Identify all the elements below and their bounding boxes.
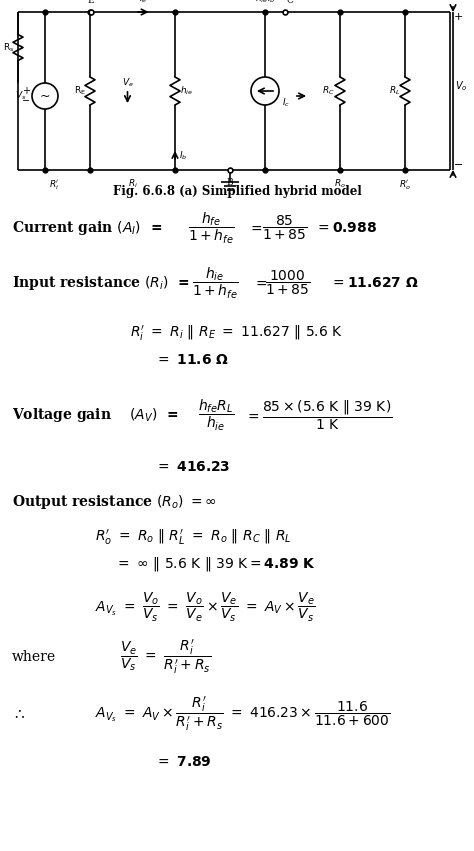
Text: $= \mathbf{11.627\ \Omega}$: $= \mathbf{11.627\ \Omega}$ <box>330 276 419 290</box>
Text: Voltage gain    $(A_V)$  =: Voltage gain $(A_V)$ = <box>12 406 179 424</box>
Text: $\mathsf{R_s}$: $\mathsf{R_s}$ <box>3 41 14 54</box>
Text: −: − <box>22 96 30 106</box>
Text: $R_o'$: $R_o'$ <box>399 178 411 191</box>
Text: $A_{V_s} \ = \ A_V \times \dfrac{R_i'}{R_i'+R_s} \ = \ 416.23 \times \dfrac{11.6: $A_{V_s} \ = \ A_V \times \dfrac{R_i'}{R… <box>95 694 391 734</box>
Text: $V_e$: $V_e$ <box>122 77 133 89</box>
Text: $= \ \mathbf{416.23}$: $= \ \mathbf{416.23}$ <box>155 460 230 474</box>
Text: $I_b$: $I_b$ <box>179 150 187 163</box>
Text: −: − <box>454 160 464 170</box>
Text: B: B <box>227 178 233 187</box>
Text: +: + <box>454 12 464 22</box>
Text: $R_i'$: $R_i'$ <box>49 178 59 191</box>
Text: $R_C$: $R_C$ <box>322 85 335 97</box>
Text: $\mathsf{R_E}$: $\mathsf{R_E}$ <box>74 85 86 97</box>
Text: $\dfrac{h_{fe}R_L}{h_{ie}}$: $\dfrac{h_{fe}R_L}{h_{ie}}$ <box>198 397 234 432</box>
Text: $R_o' \ = \ R_o \ \| \ R_L' \ = \ R_o \ \| \ R_C \ \| \ R_L$: $R_o' \ = \ R_o \ \| \ R_L' \ = \ R_o \ … <box>95 528 292 546</box>
Text: $= \ \mathbf{11.6 \ \Omega}$: $= \ \mathbf{11.6 \ \Omega}$ <box>155 353 228 367</box>
Text: Fig. 6.6.8 (a) Simplified hybrid model: Fig. 6.6.8 (a) Simplified hybrid model <box>113 186 361 198</box>
Text: $\dfrac{h_{fe}}{1+h_{fe}}$: $\dfrac{h_{fe}}{1+h_{fe}}$ <box>188 210 235 246</box>
Text: $= \dfrac{85\times(5.6\ \mathrm{K}\ \|\ 39\ \mathrm{K})}{1\ \mathrm{K}}$: $= \dfrac{85\times(5.6\ \mathrm{K}\ \|\ … <box>245 398 392 431</box>
Text: Current gain $(A_I)$  =: Current gain $(A_I)$ = <box>12 219 162 237</box>
Text: $\dfrac{85}{1+85}$: $\dfrac{85}{1+85}$ <box>262 214 308 243</box>
Text: where: where <box>12 650 56 664</box>
Text: $R_i$: $R_i$ <box>128 178 137 191</box>
Text: $\dfrac{V_e}{V_s} \ = \ \dfrac{R_i'}{R_i' + R_s}$: $\dfrac{V_e}{V_s} \ = \ \dfrac{R_i'}{R_i… <box>120 637 211 677</box>
Text: $= \mathbf{0.988}$: $= \mathbf{0.988}$ <box>315 221 377 235</box>
Text: $= \ \infty \ \| \ 5.6\ \mathrm{K} \ \| \ 39\ \mathrm{K} = \mathbf{4.89\ K}$: $= \ \infty \ \| \ 5.6\ \mathrm{K} \ \| … <box>115 555 316 573</box>
Text: $R_L$: $R_L$ <box>389 85 400 97</box>
Text: Input resistance $(R_i)$  =: Input resistance $(R_i)$ = <box>12 274 190 292</box>
Text: $= \ \mathbf{7.89}$: $= \ \mathbf{7.89}$ <box>155 755 211 769</box>
Text: E: E <box>88 0 94 5</box>
Text: $\dfrac{1000}{1+85}$: $\dfrac{1000}{1+85}$ <box>265 269 310 297</box>
Text: $V_o$: $V_o$ <box>455 79 467 93</box>
Text: ~: ~ <box>40 89 50 102</box>
Text: $R_o$: $R_o$ <box>334 178 346 191</box>
Text: +: + <box>22 86 30 96</box>
Text: $V_s$: $V_s$ <box>15 89 26 102</box>
Text: $\therefore$: $\therefore$ <box>12 707 26 721</box>
Text: $=$: $=$ <box>248 221 263 235</box>
Text: $A_{V_s} \ = \ \dfrac{V_o}{V_s} \ = \ \dfrac{V_o}{V_e} \times \dfrac{V_e}{V_s} \: $A_{V_s} \ = \ \dfrac{V_o}{V_s} \ = \ \d… <box>95 591 316 624</box>
Text: Output resistance $(R_o)$ $= \infty$: Output resistance $(R_o)$ $= \infty$ <box>12 493 217 511</box>
Text: $I_e$: $I_e$ <box>139 0 147 5</box>
Text: $=$: $=$ <box>253 276 268 290</box>
Text: $\dfrac{h_{ie}}{1+h_{fe}}$: $\dfrac{h_{ie}}{1+h_{fe}}$ <box>192 266 238 300</box>
Text: $h_{fe}I_b$: $h_{fe}I_b$ <box>255 0 275 5</box>
Text: $R_i' \ = \ R_i \ \| \ R_E \ = \ 11.627 \ \| \ 5.6 \ \mathrm{K}$: $R_i' \ = \ R_i \ \| \ R_E \ = \ 11.627 … <box>130 323 343 343</box>
Text: C: C <box>287 0 293 5</box>
Text: $I_c$: $I_c$ <box>282 97 290 109</box>
Text: $h_{ie}$: $h_{ie}$ <box>180 85 193 97</box>
